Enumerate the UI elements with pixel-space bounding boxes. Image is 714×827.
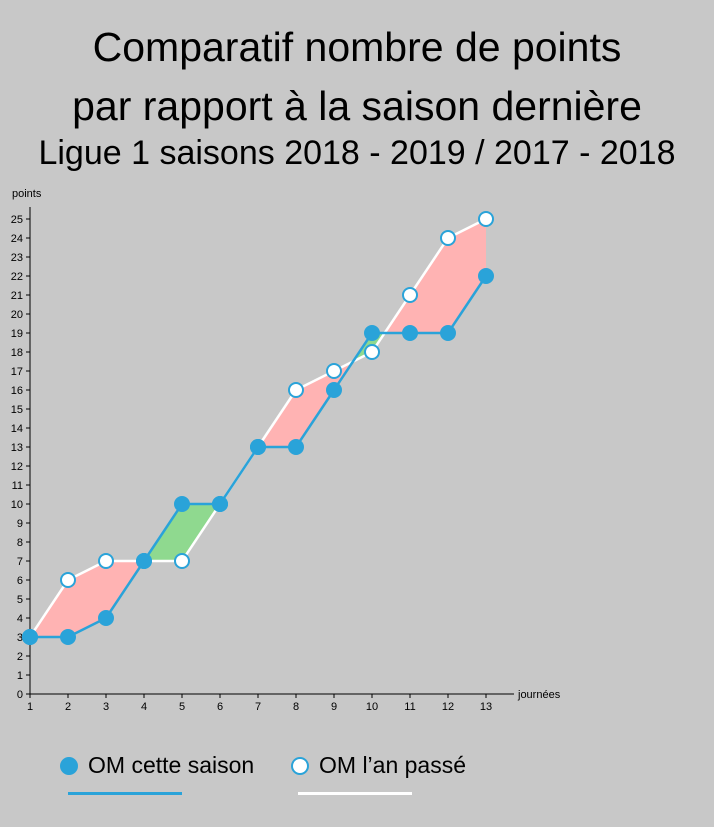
y-tick-label: 23: [11, 252, 23, 264]
y-tick-label: 3: [17, 632, 23, 644]
point-current: [402, 325, 418, 341]
point-previous: [440, 230, 456, 246]
x-tick-label: 10: [366, 701, 378, 713]
point-previous: [402, 287, 418, 303]
y-tick-label: 10: [11, 499, 23, 511]
legend-line-current: [68, 792, 182, 795]
legend-label-current: OM cette saison: [88, 752, 255, 778]
point-current: [22, 629, 38, 645]
difference-area: [410, 238, 448, 333]
point-current: [136, 553, 152, 569]
y-tick-label: 4: [17, 613, 23, 625]
y-tick-label: 15: [11, 404, 23, 416]
chart-title-line2: par rapport à la saison dernière: [72, 83, 642, 129]
x-tick-label: 7: [255, 701, 261, 713]
legend-line-previous: [298, 792, 412, 795]
difference-area: [296, 371, 334, 447]
legend-label-previous: OM l’an passé: [319, 752, 467, 778]
y-tick-label: 13: [11, 442, 23, 454]
point-current: [326, 382, 342, 398]
y-tick-label: 18: [11, 347, 23, 359]
x-tick-label: 4: [141, 701, 147, 713]
point-previous: [174, 553, 190, 569]
legend-marker-current: [60, 756, 78, 775]
series-points: [22, 211, 494, 645]
y-tick-label: 20: [11, 309, 23, 321]
x-tick-label: 5: [179, 701, 185, 713]
x-tick-label: 2: [65, 701, 71, 713]
legend-item-current: OM cette saison: [60, 752, 254, 779]
axes: 0123456789101112131415161718192021222324…: [11, 207, 514, 713]
y-tick-label: 21: [11, 290, 23, 302]
point-previous: [288, 382, 304, 398]
legend-item-previous: OM l’an passé: [291, 752, 466, 779]
chart-subtitle: Ligue 1 saisons 2018 - 2019 / 2017 - 201…: [38, 134, 676, 172]
x-tick-label: 12: [442, 701, 454, 713]
chart-title-line1: Comparatif nombre de points: [92, 24, 622, 70]
point-current: [250, 439, 266, 455]
point-current: [60, 629, 76, 645]
point-current: [174, 496, 190, 512]
y-tick-label: 25: [11, 214, 23, 226]
x-tick-label: 8: [293, 701, 299, 713]
x-axis-label: journées: [517, 689, 561, 701]
point-previous: [326, 363, 342, 379]
y-tick-label: 9: [17, 518, 23, 530]
y-tick-label: 8: [17, 537, 23, 549]
x-tick-label: 13: [480, 701, 492, 713]
y-tick-label: 7: [17, 556, 23, 568]
y-tick-label: 11: [12, 480, 23, 492]
y-tick-label: 22: [11, 271, 23, 283]
y-tick-label: 14: [11, 423, 23, 435]
y-tick-label: 5: [17, 594, 23, 606]
x-tick-label: 6: [217, 701, 223, 713]
y-tick-label: 6: [17, 575, 23, 587]
x-tick-label: 1: [27, 701, 33, 713]
point-current: [288, 439, 304, 455]
x-tick-label: 3: [103, 701, 109, 713]
y-axis-label: points: [12, 188, 42, 200]
y-tick-label: 12: [11, 461, 23, 473]
y-tick-label: 17: [11, 366, 23, 378]
point-previous: [478, 211, 494, 227]
point-current: [212, 496, 228, 512]
point-previous: [60, 572, 76, 588]
x-tick-label: 11: [404, 701, 415, 713]
y-tick-label: 0: [17, 689, 23, 701]
point-current: [440, 325, 456, 341]
difference-area: [68, 561, 106, 637]
point-current: [478, 268, 494, 284]
difference-area: [448, 219, 486, 333]
y-tick-label: 2: [17, 651, 23, 663]
y-tick-label: 24: [11, 233, 23, 245]
y-tick-label: 16: [11, 385, 23, 397]
point-previous: [364, 344, 380, 360]
legend-marker-previous: [291, 756, 309, 775]
point-previous: [98, 553, 114, 569]
point-current: [364, 325, 380, 341]
point-current: [98, 610, 114, 626]
x-tick-label: 9: [331, 701, 337, 713]
y-tick-label: 19: [11, 328, 23, 340]
y-tick-label: 1: [17, 670, 23, 682]
